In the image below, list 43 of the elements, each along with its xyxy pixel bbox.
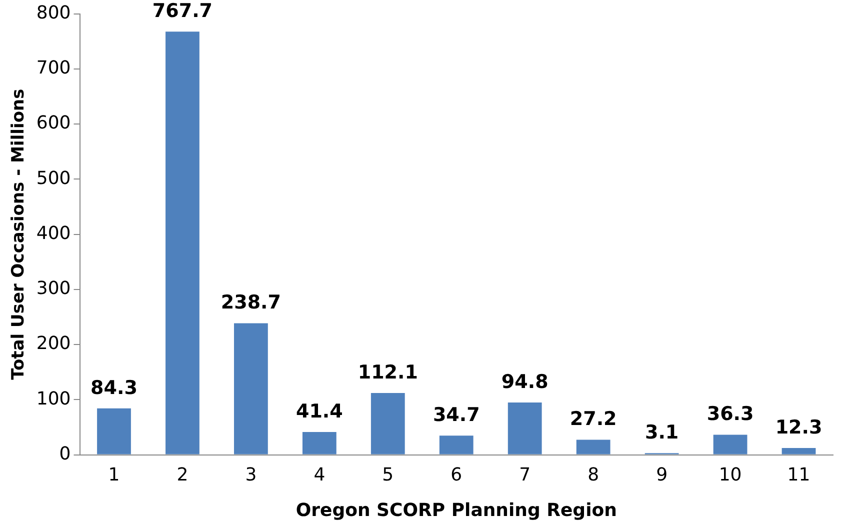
x-tick-label: 8 bbox=[588, 464, 600, 486]
bar bbox=[782, 448, 816, 454]
y-tick-label: 300 bbox=[36, 278, 71, 300]
bar bbox=[576, 440, 610, 454]
data-label: 41.4 bbox=[296, 400, 343, 422]
x-tick-label: 2 bbox=[176, 464, 188, 486]
bar bbox=[234, 323, 268, 454]
bar bbox=[439, 436, 474, 454]
y-tick-label: 200 bbox=[36, 333, 71, 354]
bar bbox=[508, 402, 542, 454]
x-tick-label: 11 bbox=[787, 464, 810, 486]
y-tick-label: 800 bbox=[36, 2, 71, 24]
y-tick-label: 700 bbox=[36, 58, 71, 79]
x-tick-label: 3 bbox=[245, 464, 257, 486]
data-label: 12.3 bbox=[775, 416, 822, 438]
data-label: 3.1 bbox=[644, 422, 679, 444]
y-tick-label: 400 bbox=[36, 222, 71, 244]
x-tick-label: 6 bbox=[450, 464, 462, 486]
bar bbox=[713, 434, 748, 454]
y-tick-label: 500 bbox=[36, 168, 71, 189]
data-label: 112.1 bbox=[358, 361, 418, 384]
bar bbox=[302, 432, 336, 454]
y-tick-label: 0 bbox=[59, 443, 71, 464]
x-tick-label: 9 bbox=[656, 464, 668, 486]
x-tick-label: 10 bbox=[718, 464, 742, 486]
y-tick-label: 100 bbox=[36, 388, 71, 410]
data-label: 767.7 bbox=[152, 0, 213, 22]
y-tick-label: 600 bbox=[36, 112, 71, 134]
x-tick-label: 4 bbox=[314, 464, 326, 486]
x-tick-label: 1 bbox=[108, 464, 120, 486]
x-axis-title: Oregon SCORP Planning Region bbox=[296, 500, 617, 521]
y-axis-title: Total User Occasions - Millions bbox=[8, 88, 29, 380]
bar bbox=[166, 32, 200, 454]
bar bbox=[370, 393, 405, 454]
data-label: 94.8 bbox=[501, 370, 548, 393]
data-label: 36.3 bbox=[706, 403, 754, 426]
bar bbox=[97, 408, 131, 454]
data-label: 27.2 bbox=[570, 408, 617, 430]
x-tick-label: 7 bbox=[519, 464, 531, 486]
data-label: 84.3 bbox=[90, 376, 138, 399]
data-label: 238.7 bbox=[220, 292, 282, 314]
data-label: 34.7 bbox=[432, 404, 480, 426]
x-tick-label: 5 bbox=[382, 464, 394, 486]
